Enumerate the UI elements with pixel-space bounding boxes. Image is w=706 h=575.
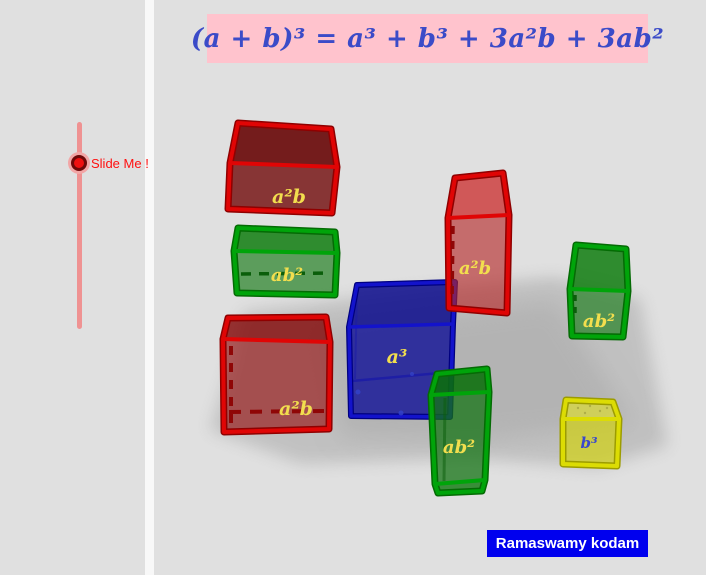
slider-knob-ring xyxy=(71,155,87,171)
box-top-face xyxy=(230,123,337,167)
box-a2b-large-bottom-left[interactable]: a²b xyxy=(219,313,334,436)
vertex-label-dot xyxy=(355,389,361,395)
box-front-face xyxy=(228,163,337,213)
box-front-face xyxy=(570,289,628,337)
box-label: ab² xyxy=(271,265,303,286)
box-ab2-flat-left[interactable]: ab² xyxy=(230,224,341,299)
top-face-stipple xyxy=(576,404,609,415)
box-a2b-flat-top-left[interactable]: a²b xyxy=(224,119,341,217)
panel-divider xyxy=(145,0,154,575)
slider-label: Slide Me ! xyxy=(91,156,149,171)
vertex-label-dot xyxy=(398,410,404,416)
box-b3-cube-bottom-right[interactable]: b³ xyxy=(559,396,623,470)
slider-knob-dot xyxy=(74,158,84,168)
box-label: a²b xyxy=(272,186,306,208)
slider-track[interactable] xyxy=(77,122,82,329)
box-front-face xyxy=(223,339,330,432)
box-label: ab² xyxy=(583,311,615,332)
box-front-face xyxy=(349,324,453,417)
box-label: b³ xyxy=(580,434,597,452)
box-top-face xyxy=(570,245,628,291)
box-label: a²b xyxy=(459,258,491,279)
box-ab2-cube-right[interactable]: ab² xyxy=(566,241,632,341)
box-a2b-tall-right[interactable]: a²b xyxy=(444,169,513,317)
box-label: ab² xyxy=(443,437,475,458)
vertex-label-dot xyxy=(410,372,414,376)
box-front-face xyxy=(448,215,509,313)
slider-knob[interactable] xyxy=(68,152,90,174)
box-label: a³ xyxy=(387,346,408,368)
box-top-face xyxy=(448,173,509,218)
box-ab2-tall-bottom[interactable]: ab² xyxy=(427,365,493,497)
box-front-face xyxy=(563,419,619,466)
signature-banner: Ramaswamy kodam xyxy=(487,530,648,557)
box-top-face xyxy=(223,317,330,342)
box-top-face xyxy=(349,282,455,327)
box-label: a²b xyxy=(279,398,313,420)
formula-banner: (a + b)³ = a³ + b³ + 3a²b + 3ab² xyxy=(191,14,664,63)
